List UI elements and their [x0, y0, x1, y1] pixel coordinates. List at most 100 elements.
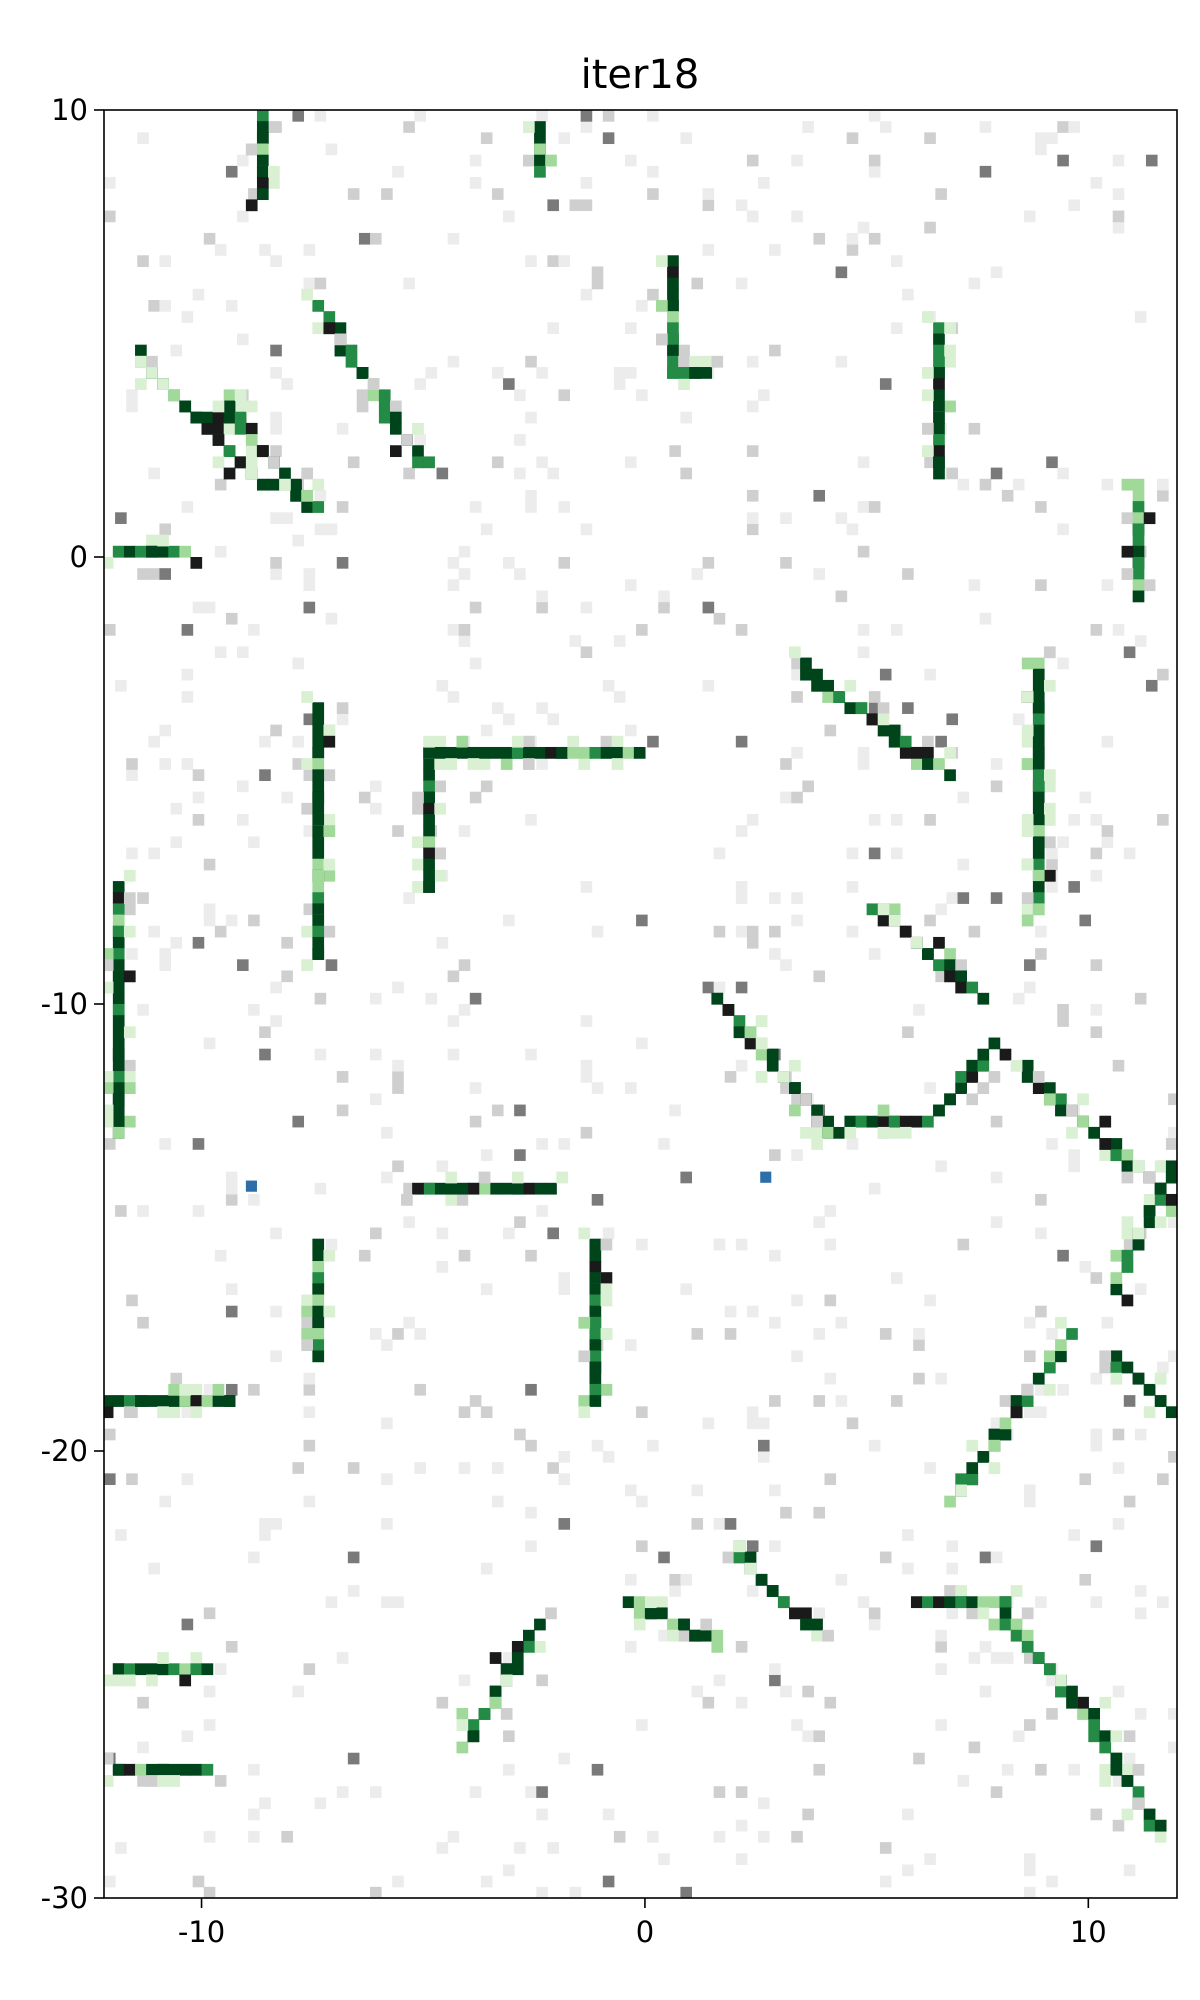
- map-cell: [104, 1104, 114, 1117]
- map-cell: [146, 1775, 158, 1787]
- map-cell: [434, 746, 447, 759]
- map-cell: [935, 1640, 947, 1653]
- map-cell: [1079, 914, 1092, 927]
- map-cell: [270, 1518, 282, 1530]
- map-cell: [445, 1193, 458, 1206]
- map-cell: [270, 445, 282, 457]
- map-cell: [1055, 1316, 1067, 1329]
- map-cell: [112, 1763, 125, 1776]
- map-cell: [988, 1439, 1001, 1452]
- map-cell: [403, 121, 415, 133]
- map-cell: [713, 847, 726, 860]
- map-cell: [112, 959, 125, 972]
- map-cell: [1035, 925, 1047, 938]
- map-cell: [345, 355, 358, 368]
- map-cell: [436, 467, 449, 480]
- map-cell: [270, 981, 282, 994]
- map-cell: [780, 512, 792, 524]
- map-cell: [301, 288, 313, 301]
- map-cell: [412, 802, 424, 815]
- map-cell: [824, 724, 837, 737]
- map-cell: [789, 1607, 801, 1620]
- map-cell: [1021, 814, 1034, 826]
- map-cell: [248, 1193, 260, 1206]
- map-cell: [325, 1596, 338, 1608]
- map-cell: [824, 1372, 837, 1385]
- map-cell: [480, 1149, 493, 1161]
- map-cell: [525, 1249, 537, 1262]
- map-cell: [891, 847, 903, 860]
- map-cell: [312, 713, 325, 726]
- map-cell: [902, 568, 914, 580]
- map-cell: [1024, 1886, 1036, 1898]
- map-cell: [846, 1417, 859, 1430]
- map-cell: [811, 679, 823, 692]
- map-cell: [525, 355, 537, 368]
- map-cell: [700, 1629, 713, 1642]
- map-cell: [511, 746, 524, 759]
- map-cell: [1024, 1495, 1036, 1508]
- map-cell: [312, 299, 325, 312]
- map-cell: [159, 568, 172, 580]
- map-cell: [480, 523, 493, 536]
- map-cell: [589, 1272, 602, 1284]
- map-cell: [735, 1819, 748, 1832]
- map-cell: [392, 825, 404, 837]
- map-cell: [979, 1551, 992, 1564]
- map-cell: [589, 1249, 602, 1262]
- map-cell: [545, 1607, 557, 1620]
- map-cell: [813, 232, 826, 245]
- map-cell: [480, 1562, 493, 1575]
- map-cell: [1090, 1026, 1103, 1039]
- map-cell: [112, 1082, 125, 1094]
- map-cell: [1112, 210, 1125, 223]
- map-cell: [248, 1004, 260, 1016]
- map-cell: [292, 534, 305, 547]
- map-cell: [891, 1272, 903, 1284]
- map-cell: [1121, 568, 1134, 580]
- map-cell: [589, 1361, 602, 1374]
- map-cell: [822, 1126, 834, 1139]
- map-cell: [1090, 177, 1103, 189]
- map-cell: [1099, 1115, 1112, 1128]
- map-cell: [245, 434, 258, 446]
- map-cell: [547, 255, 559, 267]
- map-cell: [1132, 512, 1145, 525]
- map-cell: [1134, 1428, 1147, 1441]
- map-cell: [201, 1663, 214, 1676]
- map-cell: [1090, 1272, 1103, 1284]
- map-cell: [436, 1842, 449, 1854]
- map-cell: [148, 925, 160, 938]
- map-cell: [935, 735, 947, 748]
- map-cell: [523, 121, 535, 133]
- map-cell: [1165, 1160, 1177, 1173]
- map-cell: [979, 1640, 992, 1653]
- map-cell: [746, 355, 759, 368]
- map-cell: [292, 735, 305, 748]
- map-cell: [868, 1607, 881, 1620]
- occupancy-grid: [104, 110, 1189, 1898]
- map-cell: [702, 981, 715, 994]
- map-cell: [500, 758, 513, 770]
- map-cell: [600, 1238, 613, 1251]
- map-cell: [312, 903, 325, 916]
- map-cell: [835, 512, 848, 524]
- map-cell: [281, 791, 293, 804]
- map-cell: [700, 1618, 713, 1631]
- map-cell: [223, 445, 236, 458]
- map-cell: [270, 557, 282, 569]
- map-cell: [589, 1305, 602, 1318]
- map-cell: [1177, 1406, 1189, 1418]
- map-cell: [367, 378, 380, 390]
- map-cell: [336, 557, 349, 569]
- map-cell: [1132, 579, 1145, 592]
- map-cell: [580, 1059, 593, 1072]
- map-cell: [148, 568, 160, 580]
- map-cell: [647, 188, 659, 200]
- map-cell: [1132, 1227, 1145, 1240]
- map-cell: [392, 1596, 404, 1608]
- map-cell: [436, 1696, 449, 1709]
- map-cell: [757, 1417, 770, 1430]
- map-cell: [735, 277, 748, 290]
- map-cell: [844, 702, 857, 715]
